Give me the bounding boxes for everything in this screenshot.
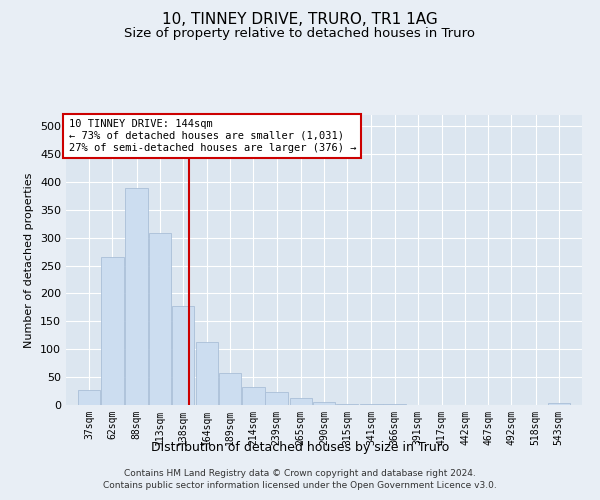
Bar [219,373,241,405]
Bar [149,233,171,405]
Bar [78,390,100,405]
Text: 10 TINNEY DRIVE: 144sqm
← 73% of detached houses are smaller (1,031)
27% of semi: 10 TINNEY DRIVE: 144sqm ← 73% of detache… [68,120,356,152]
Bar [196,342,218,405]
Y-axis label: Number of detached properties: Number of detached properties [25,172,34,348]
Bar [125,188,148,405]
Bar [336,404,358,405]
Bar [172,306,194,405]
Text: Contains HM Land Registry data © Crown copyright and database right 2024.: Contains HM Land Registry data © Crown c… [124,468,476,477]
Bar [313,402,335,405]
Bar [242,387,265,405]
Bar [265,392,288,405]
Text: Contains public sector information licensed under the Open Government Licence v3: Contains public sector information licen… [103,481,497,490]
Text: Distribution of detached houses by size in Truro: Distribution of detached houses by size … [151,441,449,454]
Bar [383,404,406,405]
Text: 10, TINNEY DRIVE, TRURO, TR1 1AG: 10, TINNEY DRIVE, TRURO, TR1 1AG [162,12,438,28]
Bar [290,398,312,405]
Bar [548,404,570,405]
Bar [101,257,124,405]
Bar [360,404,383,405]
Text: Size of property relative to detached houses in Truro: Size of property relative to detached ho… [125,28,476,40]
